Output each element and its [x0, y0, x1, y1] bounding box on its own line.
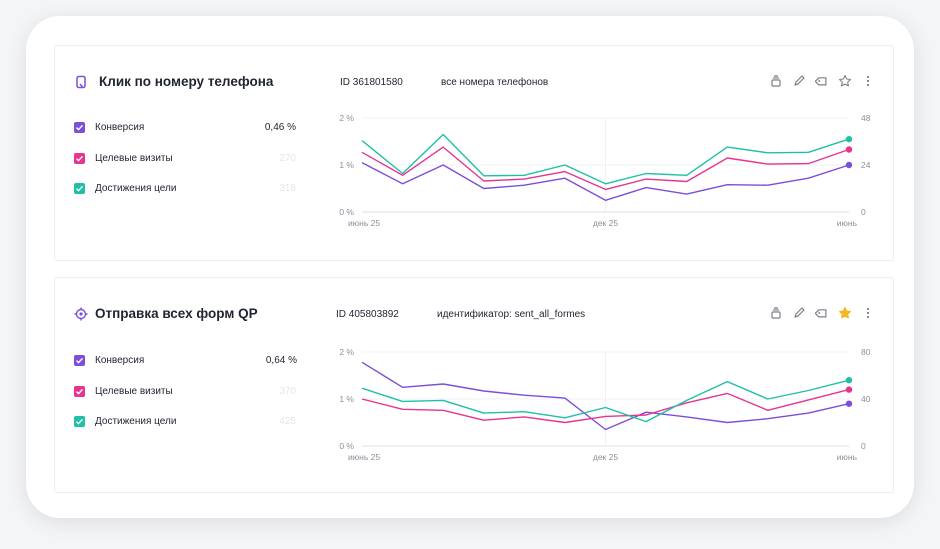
goal-card: Клик по номеру телефона ID 361801580 все…: [54, 45, 894, 261]
checkbox[interactable]: [74, 182, 85, 194]
more-vertical-icon[interactable]: [861, 306, 875, 320]
stack-icon[interactable]: [769, 74, 783, 88]
metric-label: Конверсия: [95, 121, 145, 133]
goal-chart: 0 % 0 1 % 40 2 % 80 июнь 25 дек 25 июнь: [339, 347, 871, 462]
x-tick-label: июнь 25: [348, 452, 380, 462]
series-end-point: [845, 161, 853, 169]
target-icon: [74, 307, 88, 321]
metric-label: Конверсия: [95, 354, 145, 366]
tag-icon[interactable]: [815, 306, 829, 320]
goal-title: Отправка всех форм QP: [95, 306, 258, 321]
metric-value: 0,64 %: [265, 354, 297, 366]
goal-chart: 0 % 0 1 % 24 2 % 48 июнь 25 дек 25 июнь: [339, 113, 871, 228]
y-tick-label-left: 2 %: [339, 113, 354, 123]
metric-label: Целевые визиты: [95, 385, 173, 397]
goal-card: Отправка всех форм QP ID 405803892 идент…: [54, 277, 894, 493]
series-line: [361, 146, 850, 191]
series-line: [361, 379, 850, 423]
pencil-icon[interactable]: [792, 306, 806, 320]
x-tick-label: июнь: [837, 218, 858, 228]
metric-row-conversion[interactable]: Конверсия 0,64 %: [74, 353, 297, 367]
goal-id: ID 405803892: [336, 309, 399, 320]
y-tick-label-left: 1 %: [339, 394, 354, 404]
series-line: [361, 161, 850, 202]
y-tick-label-left: 0 %: [339, 207, 354, 217]
x-tick-label: дек 25: [593, 218, 618, 228]
x-tick-label: июнь 25: [348, 218, 380, 228]
metric-value: 370: [279, 385, 296, 397]
metric-row-target-visits[interactable]: Целевые визиты 370: [74, 384, 296, 398]
y-tick-label-right: 80: [861, 347, 871, 357]
y-tick-label-right: 40: [861, 394, 871, 404]
series-end-point: [845, 386, 853, 393]
checkbox[interactable]: [74, 152, 85, 164]
goal-condition: все номера телефонов: [441, 77, 549, 88]
tag-icon[interactable]: [815, 74, 829, 88]
checkbox[interactable]: [74, 415, 85, 427]
checkbox[interactable]: [74, 385, 85, 397]
series-end-point: [845, 400, 853, 407]
goal-id: ID 361801580: [340, 77, 403, 88]
checkbox[interactable]: [74, 121, 85, 133]
x-tick-label: июнь: [837, 452, 858, 462]
y-tick-label-right: 0: [861, 441, 866, 451]
series-line: [361, 388, 850, 424]
y-tick-label-left: 1 %: [339, 160, 354, 170]
y-tick-label-right: 24: [861, 160, 871, 170]
series-line: [361, 361, 850, 431]
checkbox[interactable]: [74, 354, 85, 366]
metric-label: Достижения цели: [95, 415, 177, 427]
star-filled-icon[interactable]: [838, 306, 852, 320]
goal-toolbar: [769, 74, 875, 88]
y-tick-label-left: 2 %: [339, 347, 354, 357]
y-tick-label-right: 0: [861, 207, 866, 217]
y-tick-label-right: 48: [861, 113, 871, 123]
metric-row-goal-reaches[interactable]: Достижения цели 425: [74, 414, 296, 428]
series-end-point: [845, 377, 853, 384]
goal-condition: идентификатор: sent_all_formes: [437, 309, 586, 320]
metric-label: Достижения цели: [95, 182, 177, 194]
y-tick-label-left: 0 %: [339, 441, 354, 451]
series-line: [361, 133, 850, 185]
metric-value: 318: [279, 182, 296, 194]
metric-row-target-visits[interactable]: Целевые визиты 270: [74, 151, 296, 165]
series-end-point: [845, 146, 853, 153]
stack-icon[interactable]: [769, 306, 783, 320]
goal-title: Клик по номеру телефона: [99, 74, 274, 89]
metric-row-conversion[interactable]: Конверсия 0,46 %: [74, 120, 296, 134]
series-end-point: [845, 135, 853, 143]
metric-label: Целевые визиты: [95, 152, 173, 164]
x-tick-label: дек 25: [593, 452, 618, 462]
phone-icon: [76, 75, 86, 89]
metric-row-goal-reaches[interactable]: Достижения цели 318: [74, 181, 296, 195]
star-icon[interactable]: [838, 74, 852, 88]
pencil-icon[interactable]: [792, 74, 806, 88]
more-vertical-icon[interactable]: [861, 74, 875, 88]
metric-value: 425: [279, 415, 296, 427]
goal-toolbar: [769, 306, 875, 320]
metric-value: 270: [279, 152, 296, 164]
metric-value: 0,46 %: [264, 121, 296, 133]
